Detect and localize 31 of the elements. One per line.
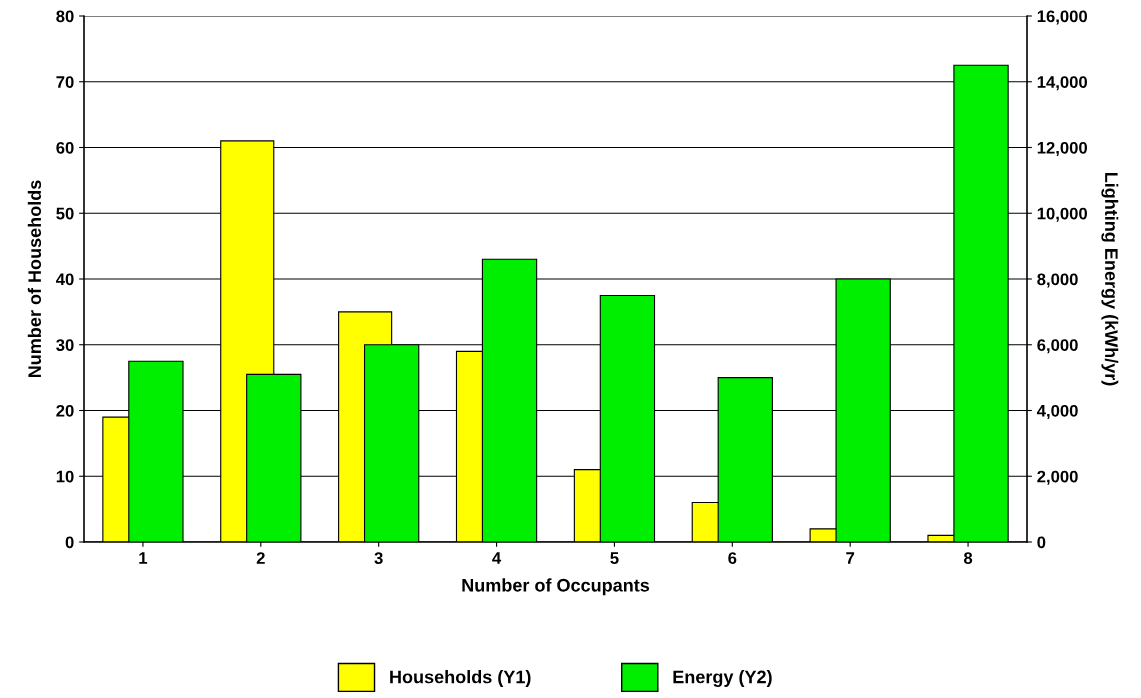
x-tick-label: 8 <box>963 552 973 564</box>
x-tick-label: 5 <box>610 552 619 564</box>
y-tick-label: 50 <box>56 207 74 220</box>
x-axis-title: Number of Occupants <box>462 578 650 596</box>
y-tick-label: 80 <box>56 10 74 23</box>
y2-tick-label: 16,000 <box>1037 10 1088 25</box>
y-axis-title: Number of Households <box>27 180 42 378</box>
y2-tick-label: 0 <box>1037 536 1046 549</box>
y2-tick-label: 4,000 <box>1036 404 1078 420</box>
x-tick-label: 3 <box>374 552 383 564</box>
y-tick-label: 70 <box>56 76 74 88</box>
x-tick-label: 1 <box>139 552 148 564</box>
y2-tick-label: 12,000 <box>1037 141 1088 157</box>
y-tick-label: 30 <box>56 339 74 351</box>
y2-axis-title: Lighting Energy (kWh/yr) <box>1101 172 1119 386</box>
x-tick-label: 4 <box>492 552 502 564</box>
y2-tick-label: 14,000 <box>1037 76 1088 91</box>
y-tick-label: 40 <box>55 273 74 286</box>
y-tick-label: 0 <box>65 536 74 549</box>
y2-tick-label: 8,000 <box>1037 273 1078 288</box>
y-tick-label: 60 <box>56 141 74 154</box>
legend-label: Households (Y1) <box>390 670 531 687</box>
y2-tick-label: 6,000 <box>1037 339 1078 354</box>
legend-label: Energy (Y2) <box>673 670 772 687</box>
y2-tick-label: 2,000 <box>1037 470 1078 485</box>
y2-tick-label: 10,000 <box>1037 207 1088 222</box>
y-tick-label: 20 <box>56 404 74 417</box>
x-tick-label: 2 <box>256 552 265 564</box>
x-tick-label: 7 <box>846 552 855 564</box>
y-tick-label: 10 <box>56 470 74 483</box>
x-tick-label: 6 <box>728 552 737 564</box>
